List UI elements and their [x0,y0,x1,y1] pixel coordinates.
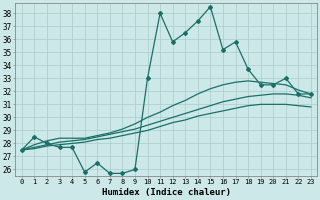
X-axis label: Humidex (Indice chaleur): Humidex (Indice chaleur) [102,188,231,197]
